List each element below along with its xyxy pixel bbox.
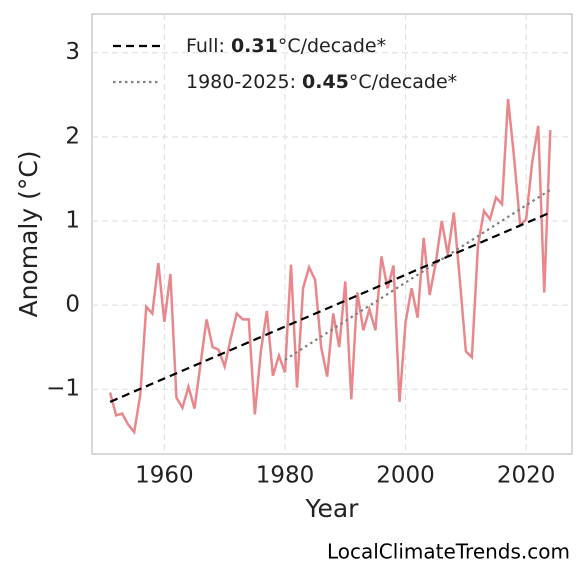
y-tick-label: 0 [65, 292, 80, 318]
legend-text: 1980-2025: 0.45°C/decade* [186, 71, 457, 93]
y-tick-label: 1 [65, 207, 80, 233]
x-tick-label: 2020 [497, 463, 556, 489]
y-tick-label: 2 [65, 123, 80, 149]
y-tick-label: −1 [46, 376, 80, 402]
data-line [108, 98, 552, 436]
source: LocalClimateTrends.com [327, 540, 570, 564]
x-tick-label: 1960 [135, 463, 194, 489]
x-axis-label: Year [305, 494, 360, 523]
legend-text: Full: 0.31°C/decade* [186, 35, 386, 57]
data-line [284, 188, 551, 361]
x-tick-label: 1980 [256, 463, 315, 489]
plot-frame [91, 13, 573, 455]
y-axis-label: Anomaly (°C) [14, 150, 43, 317]
x-tick-label: 2000 [376, 463, 435, 489]
y-tick-label: 3 [65, 39, 80, 65]
data-line [109, 211, 551, 403]
